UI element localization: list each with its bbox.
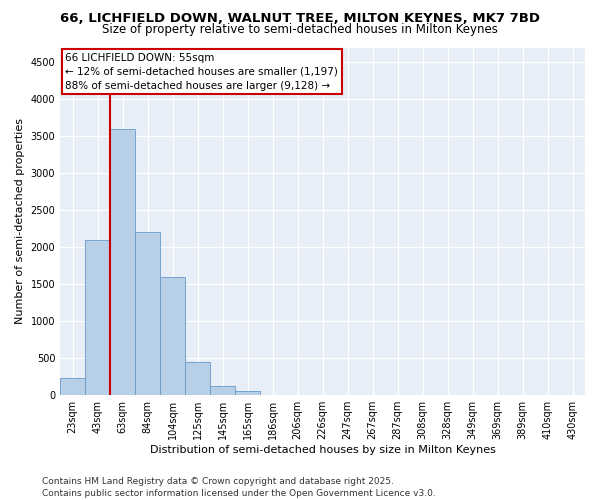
Text: Contains HM Land Registry data © Crown copyright and database right 2025.
Contai: Contains HM Land Registry data © Crown c… <box>42 476 436 498</box>
Bar <box>60 378 85 395</box>
Bar <box>210 386 235 395</box>
Bar <box>160 277 185 395</box>
Bar <box>185 362 210 395</box>
Bar <box>135 232 160 395</box>
Text: 66 LICHFIELD DOWN: 55sqm
← 12% of semi-detached houses are smaller (1,197)
88% o: 66 LICHFIELD DOWN: 55sqm ← 12% of semi-d… <box>65 52 338 90</box>
Bar <box>85 240 110 395</box>
Y-axis label: Number of semi-detached properties: Number of semi-detached properties <box>15 118 25 324</box>
X-axis label: Distribution of semi-detached houses by size in Milton Keynes: Distribution of semi-detached houses by … <box>149 445 496 455</box>
Text: 66, LICHFIELD DOWN, WALNUT TREE, MILTON KEYNES, MK7 7BD: 66, LICHFIELD DOWN, WALNUT TREE, MILTON … <box>60 12 540 26</box>
Bar <box>110 129 135 395</box>
Text: Size of property relative to semi-detached houses in Milton Keynes: Size of property relative to semi-detach… <box>102 22 498 36</box>
Bar <box>235 391 260 395</box>
